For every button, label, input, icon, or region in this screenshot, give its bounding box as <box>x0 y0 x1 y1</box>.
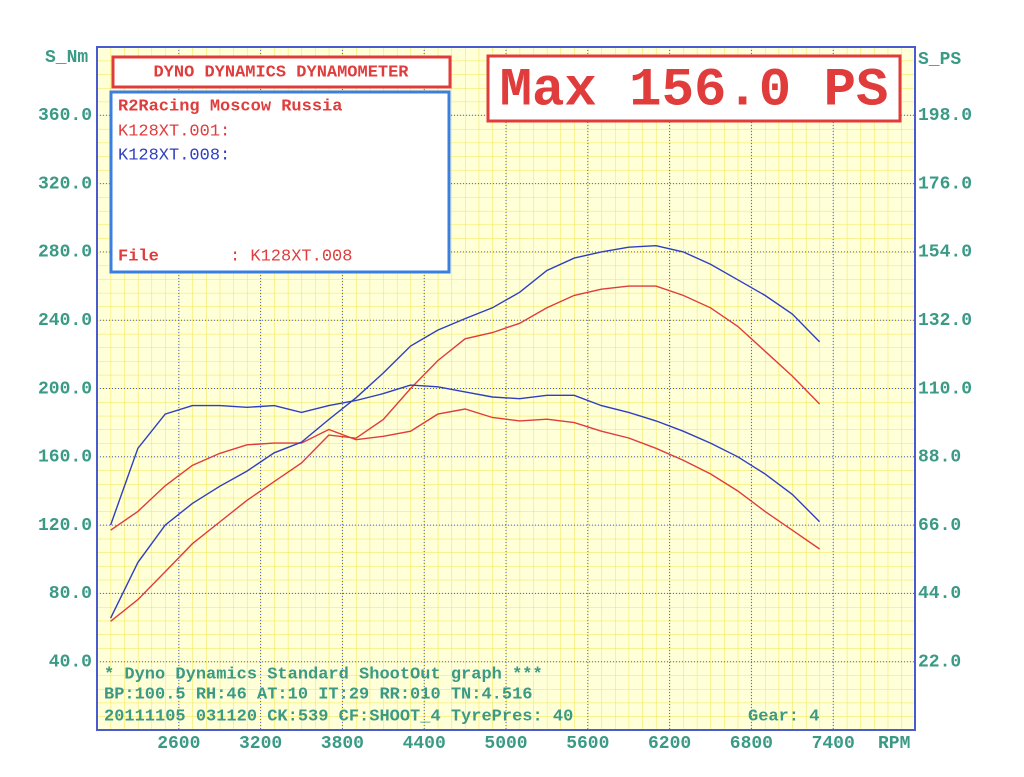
y2-tick-label: 22.0 <box>918 652 961 672</box>
chart-title: DYNO DYNAMICS DYNAMOMETER <box>153 63 409 82</box>
y2-tick-label: 66.0 <box>918 516 961 536</box>
y-tick-label: 120.0 <box>38 516 92 536</box>
x-tick-label: 5600 <box>566 734 609 754</box>
y2-axis-label: S_PS <box>918 50 961 70</box>
y-tick-label: 280.0 <box>38 243 92 263</box>
y-tick-label: 320.0 <box>38 174 92 194</box>
x-tick-label: 3800 <box>321 734 364 754</box>
headline: Max 156.0 PS <box>500 60 889 121</box>
y2-tick-label: 110.0 <box>918 379 972 399</box>
y2-tick-label: 176.0 <box>918 174 972 194</box>
x-tick-label: 5000 <box>484 734 527 754</box>
x-tick-label: 3200 <box>239 734 282 754</box>
y2-tick-label: 132.0 <box>918 311 972 331</box>
power-line <box>110 285 821 622</box>
y-tick-label: 360.0 <box>38 106 92 126</box>
legend-entry: K128XT.008: <box>118 146 230 165</box>
torque-line <box>110 408 820 550</box>
y2-tick-label: 88.0 <box>918 448 961 468</box>
y-tick-label: 240.0 <box>38 311 92 331</box>
footer-line: * Dyno Dynamics Standard ShootOut graph … <box>104 665 543 684</box>
footer-line: 20111105 031120 CK:539 CF:SHOOT_4 TyrePr… <box>104 707 573 726</box>
footer-line: BP:100.5 RH:46 AT:10 IT:29 RR:010 TN:4.5… <box>104 685 532 704</box>
y2-tick-label: 44.0 <box>918 584 961 604</box>
y2-tick-label: 154.0 <box>918 243 972 263</box>
title-box <box>111 55 452 89</box>
legend-entry: K128XT.001: <box>118 122 230 141</box>
headline-box <box>486 54 902 123</box>
x-tick-label: 7400 <box>812 734 855 754</box>
y-tick-label: 40.0 <box>49 652 92 672</box>
x-axis-label: RPM <box>878 734 910 754</box>
plot-frame <box>96 46 916 731</box>
y2-tick-label: 198.0 <box>918 106 972 126</box>
file-label: File <box>118 247 159 266</box>
y-tick-label: 160.0 <box>38 448 92 468</box>
series <box>109 244 821 622</box>
footer-gear: Gear: 4 <box>748 707 819 726</box>
y-axis-label: S_Nm <box>45 48 88 68</box>
y-tick-label: 80.0 <box>49 584 92 604</box>
torque-line <box>109 384 821 526</box>
file-value: : K128XT.008 <box>230 247 352 266</box>
y-tick-label: 200.0 <box>38 379 92 399</box>
info-box <box>109 90 451 274</box>
info-owner: R2Racing Moscow Russia <box>118 97 342 116</box>
power-line <box>109 244 821 619</box>
x-tick-label: 6200 <box>648 734 691 754</box>
x-tick-label: 6800 <box>730 734 773 754</box>
x-tick-label: 4400 <box>403 734 446 754</box>
x-tick-label: 2600 <box>157 734 200 754</box>
